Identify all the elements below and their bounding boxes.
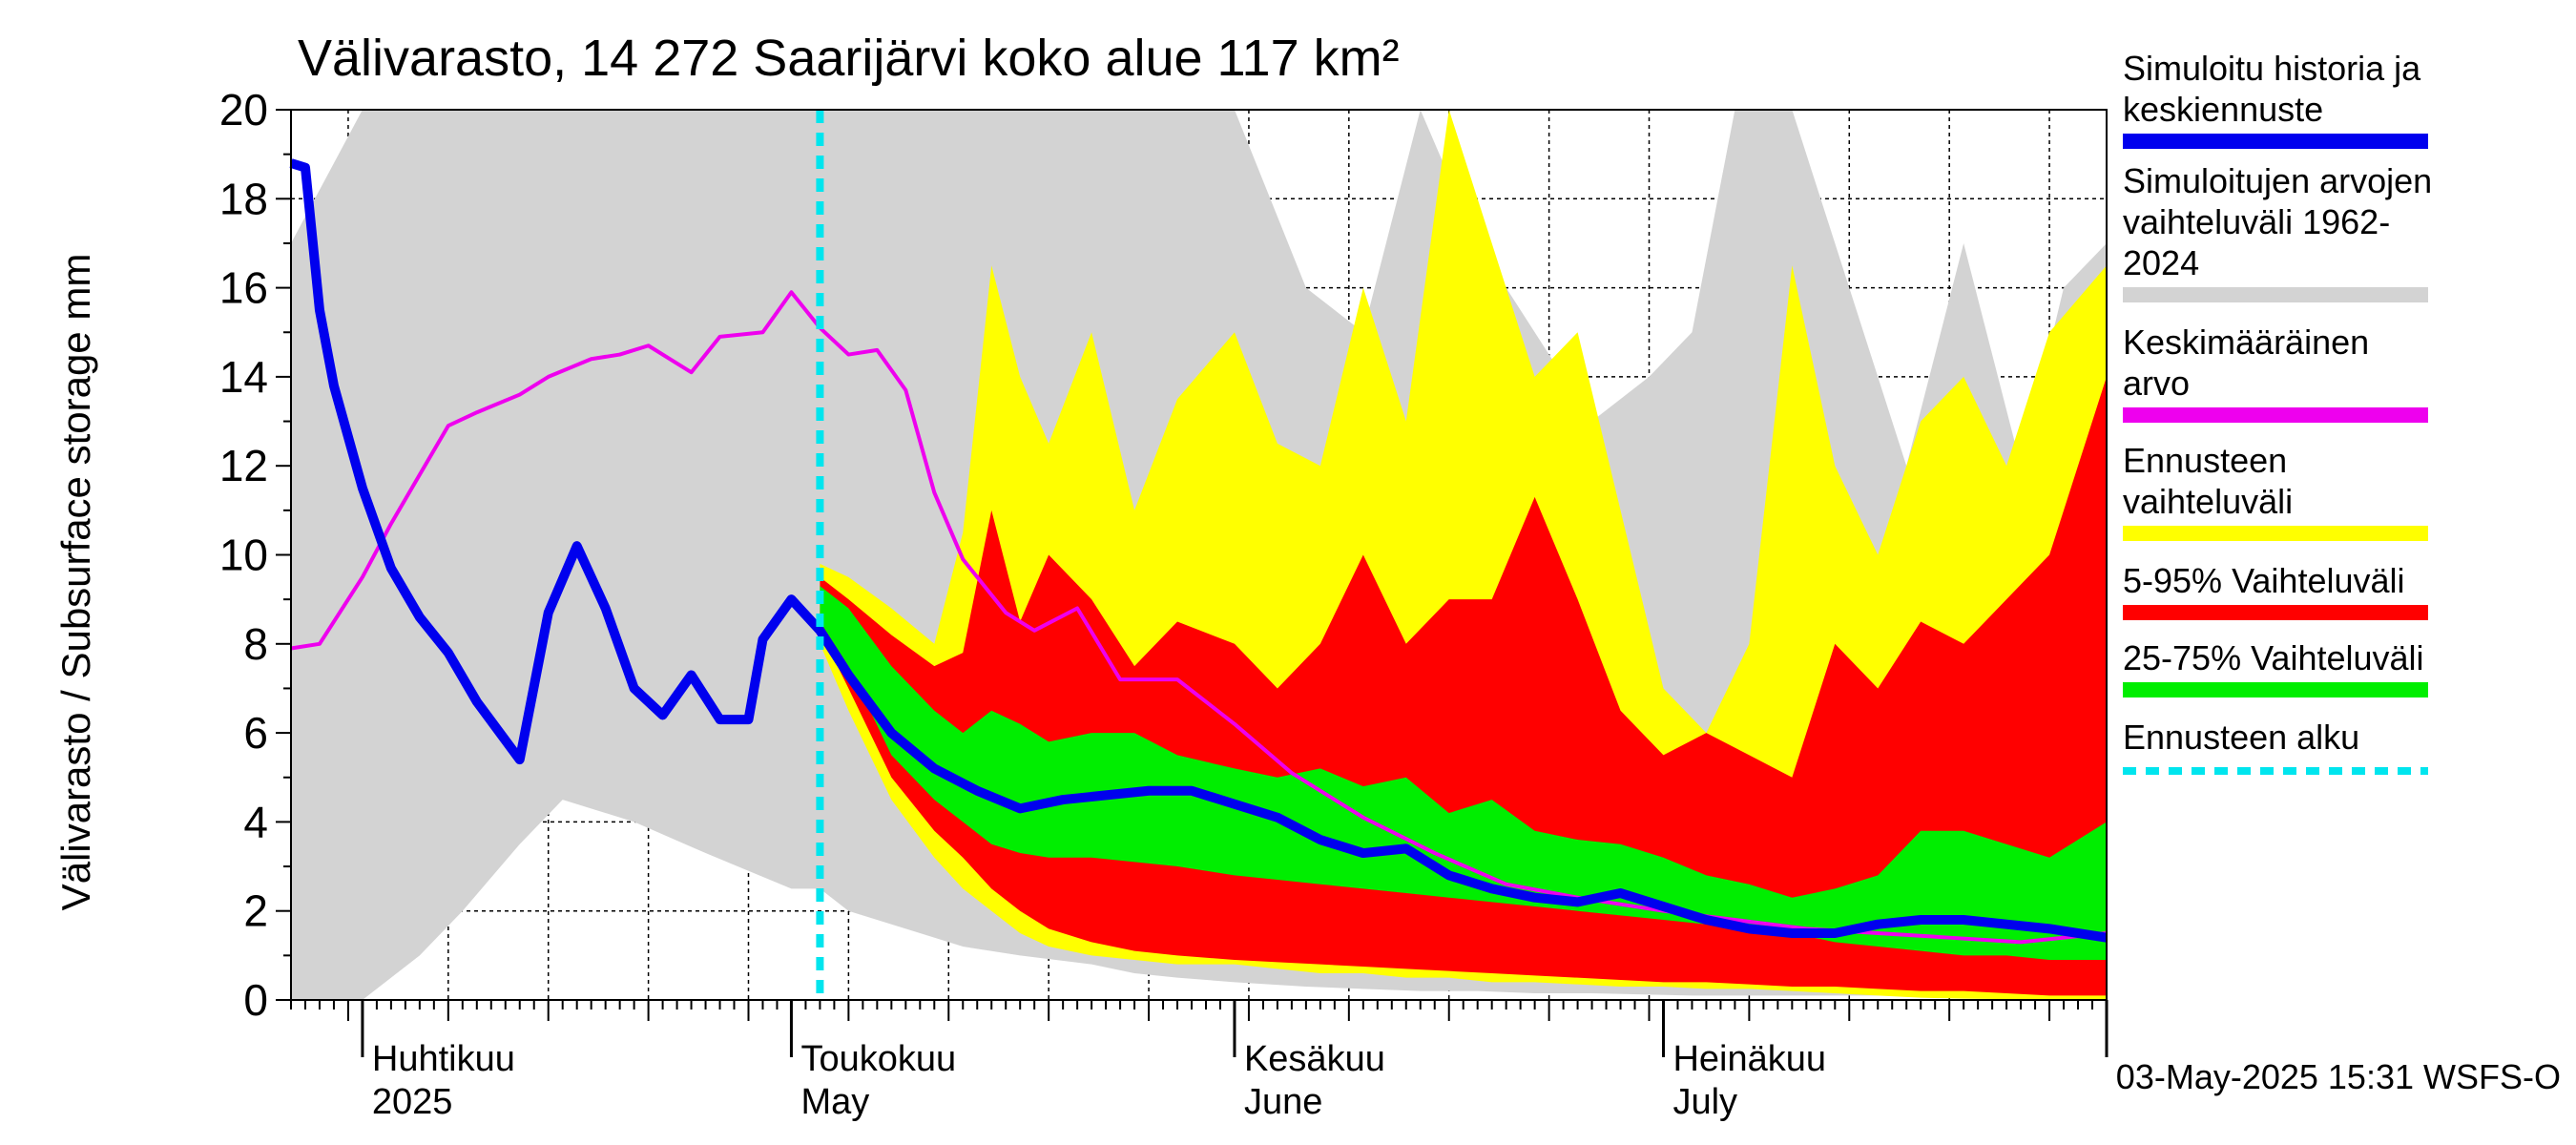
y-tick-label: 6	[243, 708, 268, 758]
y-tick-label: 18	[219, 174, 268, 223]
legend-item-ennusteen-alku: Ennusteen alku	[2123, 717, 2438, 775]
x-month-label: Heinäkuu July	[1672, 1038, 1826, 1124]
legend-swatch	[2123, 407, 2428, 423]
legend: Simuloitu historia ja keskiennuste Simulo…	[2123, 48, 2438, 775]
legend-item-simuloitu-historia-ja-keskiennuste: Simuloitu historia ja keskiennuste	[2123, 48, 2438, 149]
legend-item-simuloitujen-arvojen-vaihteluv-li-1962-2024: Simuloitujen arvojen vaihteluväli 1962-2…	[2123, 160, 2438, 302]
plot-series	[289, 110, 2108, 1000]
y-axis: 0 2 4 6 8 10 12 14 16 18 20	[219, 85, 291, 1025]
y-tick-label: 16	[219, 263, 268, 313]
y-tick-label: 12	[219, 441, 268, 490]
legend-swatch	[2123, 287, 2428, 302]
legend-item-25-75-vaihteluv-li: 25-75% Vaihteluväli	[2123, 637, 2438, 697]
x-axis	[290, 1000, 2109, 1057]
x-month-label: Kesäkuu June	[1244, 1038, 1385, 1124]
legend-item-keskim-r-inen-arvo: Keskimääräinen arvo	[2123, 322, 2438, 423]
x-month-label-line1: Huhtikuu	[371, 1039, 515, 1079]
y-tick-label: 8	[243, 619, 268, 669]
legend-label: Ennusteen vaihteluväli	[2123, 441, 2294, 521]
y-tick-label: 20	[219, 85, 268, 135]
x-month-label: Toukokuu May	[800, 1038, 956, 1124]
y-tick-label: 10	[219, 531, 268, 580]
line-keskim-r-inen-arvo	[290, 290, 2108, 945]
legend-swatch	[2123, 767, 2428, 775]
legend-swatch	[2123, 526, 2428, 541]
legend-label: Keskimääräinen arvo	[2123, 323, 2370, 403]
legend-label: Simuloitu historia ja keskiennuste	[2123, 49, 2421, 129]
legend-label: Ennusteen alku	[2123, 718, 2360, 757]
timestamp: 03-May-2025 15:31 WSFS-O	[2115, 1057, 2561, 1096]
y-axis-label: Välivarasto / Subsurface storage mm	[53, 253, 98, 911]
x-month-label-line2: June	[1243, 1082, 1323, 1122]
x-month-label: Huhtikuu 2025	[372, 1038, 515, 1124]
legend-label: Simuloitujen arvojen vaihteluväli 1962-2…	[2123, 161, 2433, 282]
x-month-label-line2: May	[800, 1082, 870, 1122]
x-month-label-line2: 2025	[371, 1082, 453, 1122]
y-tick-label: 0	[243, 975, 268, 1025]
legend-label: 25-75% Vaihteluväli	[2123, 638, 2424, 677]
legend-item-5-95-vaihteluv-li: 5-95% Vaihteluväli	[2123, 560, 2438, 620]
chart-title: Välivarasto, 14 272 Saarijärvi koko alue…	[298, 30, 1400, 87]
legend-swatch	[2123, 682, 2428, 697]
x-month-label-line1: Toukokuu	[800, 1039, 957, 1079]
legend-swatch	[2123, 134, 2428, 149]
y-tick-label: 2	[243, 886, 268, 936]
x-month-label-line1: Kesäkuu	[1243, 1039, 1385, 1079]
y-tick-label: 4	[243, 797, 268, 846]
legend-item-ennusteen-vaihteluv-li: Ennusteen vaihteluväli	[2123, 440, 2438, 541]
x-month-label-line2: July	[1672, 1082, 1738, 1122]
y-tick-label: 14	[219, 352, 268, 402]
legend-label: 5-95% Vaihteluväli	[2123, 561, 2405, 600]
line-simuloitu-historia-ja-keskiennuste	[289, 158, 2108, 943]
legend-swatch	[2123, 605, 2428, 620]
x-month-label-line1: Heinäkuu	[1672, 1039, 1827, 1079]
